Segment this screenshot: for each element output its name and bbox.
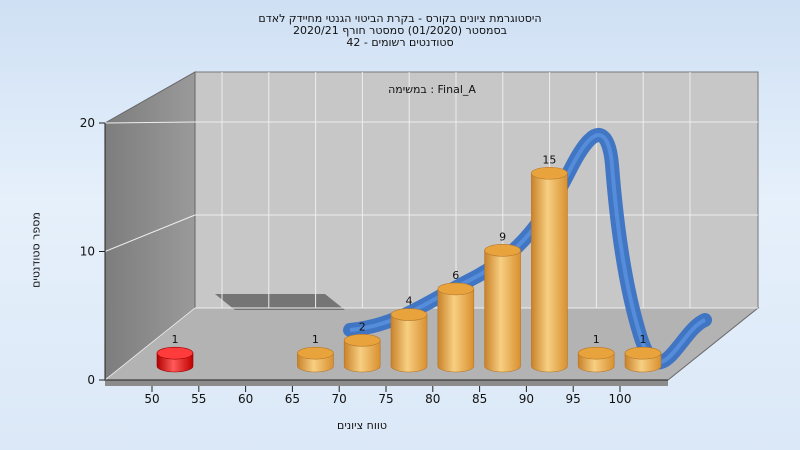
bar-value-label: 2 — [359, 320, 366, 333]
y-axis-label: מספר סטודנטים — [29, 212, 43, 288]
bar-value-label: 1 — [312, 333, 319, 346]
x-tick-label: 55 — [191, 392, 206, 406]
zero-band — [215, 294, 345, 310]
x-tick-label: 100 — [609, 392, 632, 406]
bar-body — [390, 314, 428, 373]
bar-body — [531, 172, 568, 373]
bar: 1 — [624, 333, 662, 373]
bar-top — [437, 282, 475, 296]
bar-top — [390, 308, 428, 321]
x-tick-label: 60 — [238, 392, 253, 406]
bar-value-label: 4 — [406, 295, 413, 308]
bar: 4 — [390, 295, 428, 373]
bar-body — [484, 250, 521, 373]
x-tick-label: 50 — [144, 392, 159, 406]
chart-title-line-2: בסמסטר (01/2020) סמסטר חורף 2020/21 — [293, 24, 507, 37]
bar-top — [624, 346, 662, 360]
bar: 1 — [156, 333, 194, 373]
bar-body — [343, 340, 381, 373]
x-tick-label: 70 — [332, 392, 347, 406]
x-tick-label: 75 — [378, 392, 393, 406]
x-tick-label: 95 — [566, 392, 581, 406]
y-tick-label: 0 — [87, 373, 95, 387]
bar: 15 — [531, 153, 568, 373]
chart-title-line-1: היסטוגרמת ציונים בקורס - בקרת הביטוי הגנ… — [258, 12, 542, 25]
chart-frame — [103, 71, 760, 386]
bar-value-label: 9 — [499, 230, 506, 243]
gridline-side — [104, 307, 196, 381]
bar-value-label: 15 — [542, 153, 556, 166]
gridline-side — [104, 214, 196, 252]
bar-top — [156, 346, 194, 360]
bar-body — [437, 288, 475, 373]
bar-top — [484, 244, 521, 257]
chart-subtitle: במשימה : Final_A — [388, 83, 476, 96]
bar-top — [297, 346, 334, 360]
chart-title-line-3: סטודנטים רשומים - 42 — [346, 36, 454, 49]
y-tick-label: 20 — [80, 116, 95, 130]
bar: 2 — [343, 320, 381, 373]
gridlines — [104, 72, 758, 381]
bars: 1 1 2 4 6 9 15 1 1 — [156, 153, 662, 373]
bar: 1 — [297, 333, 334, 373]
bar-value-label: 1 — [593, 333, 600, 346]
x-tick-label: 85 — [472, 392, 487, 406]
bar-value-label: 1 — [640, 333, 647, 346]
bar-value-label: 1 — [172, 333, 179, 346]
floor-edge — [105, 380, 668, 386]
bar-top — [577, 346, 615, 360]
x-axis-label: טווח ציונים — [337, 419, 387, 432]
bar-value-label: 6 — [452, 269, 459, 282]
y-tick-label: 10 — [80, 245, 95, 259]
bar-top — [531, 166, 568, 180]
bar-top — [343, 333, 381, 347]
bar: 1 — [577, 333, 615, 373]
x-tick-label: 65 — [285, 392, 300, 406]
bar: 6 — [437, 269, 475, 373]
bar: 9 — [484, 230, 521, 373]
x-tick-label: 80 — [425, 392, 440, 406]
axes: 0 10 20 50 55 60 65 70 75 80 85 90 95 100 — [80, 116, 668, 406]
x-tick-label: 90 — [519, 392, 534, 406]
gridline-side — [104, 121, 196, 124]
